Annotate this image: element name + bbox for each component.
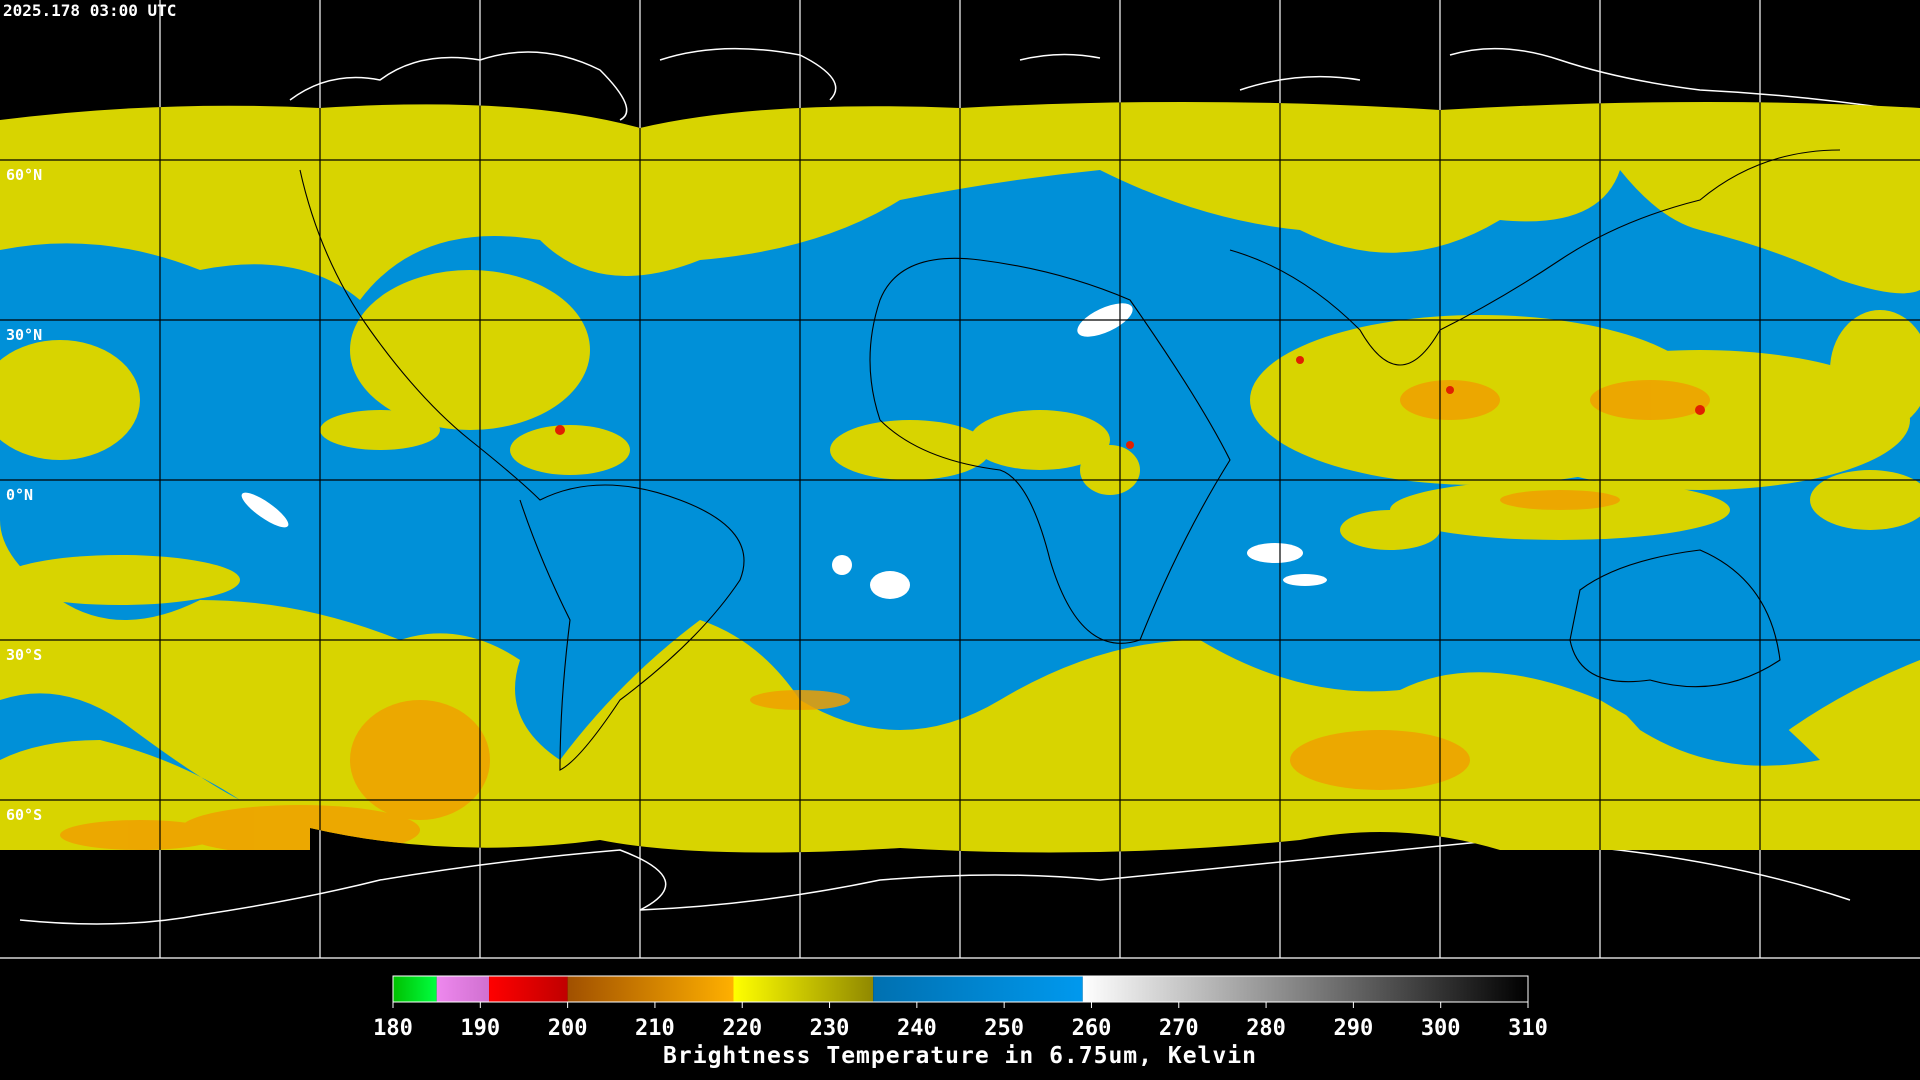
colorbar-segment [436, 976, 490, 1002]
colorbar: 180 190 200 210 220 230 240 250 260 270 280 290 300 3… [373, 975, 1548, 1041]
latitude-label: 30°N [6, 326, 42, 344]
grid-inner [0, 101, 1920, 853]
colorbar-segment [567, 976, 734, 1002]
colorbar-tick-label: 270 [1159, 1016, 1199, 1041]
colorbar-segment [873, 976, 1083, 1002]
latitude-label: 60°N [6, 166, 42, 184]
colorbar-tick-label: 250 [984, 1016, 1024, 1041]
colorbar-tick-label: 230 [810, 1016, 850, 1041]
colorbar-tick-label: 300 [1421, 1016, 1461, 1041]
colorbar-tick-label: 200 [548, 1016, 588, 1041]
latitude-label: 0°N [6, 486, 33, 504]
latitude-label: 30°S [6, 646, 42, 664]
latitude-labels: 60°N 30°N 0°N 30°S 60°S [6, 166, 42, 824]
colorbar-tick-label: 310 [1508, 1016, 1548, 1041]
colorbar-tick-label: 220 [722, 1016, 762, 1041]
colorbar-segment [489, 976, 568, 1002]
colorbar-tick-label: 240 [897, 1016, 937, 1041]
colorbar-tick-label: 260 [1072, 1016, 1112, 1041]
coastlines [299, 149, 1841, 771]
colorbar-segment [393, 976, 437, 1002]
polar-coastlines [19, 47, 1901, 925]
colorbar-label: Brightness Temperature in 6.75um, Kelvin [663, 1043, 1257, 1069]
colorbar-frame [392, 975, 1529, 1003]
colorbar-tick-label: 280 [1246, 1016, 1286, 1041]
timestamp: 2025.178 03:00 UTC [3, 1, 176, 20]
colorbar-tick-label: 180 [373, 1016, 413, 1041]
colorbar-tick-label: 190 [460, 1016, 500, 1041]
latitude-label: 60°S [6, 806, 42, 824]
colorbar-tick-label: 290 [1334, 1016, 1374, 1041]
colorbar-tick-label: 210 [635, 1016, 675, 1041]
colorbar-segment [733, 976, 874, 1002]
colorbar-segment [1082, 976, 1528, 1002]
